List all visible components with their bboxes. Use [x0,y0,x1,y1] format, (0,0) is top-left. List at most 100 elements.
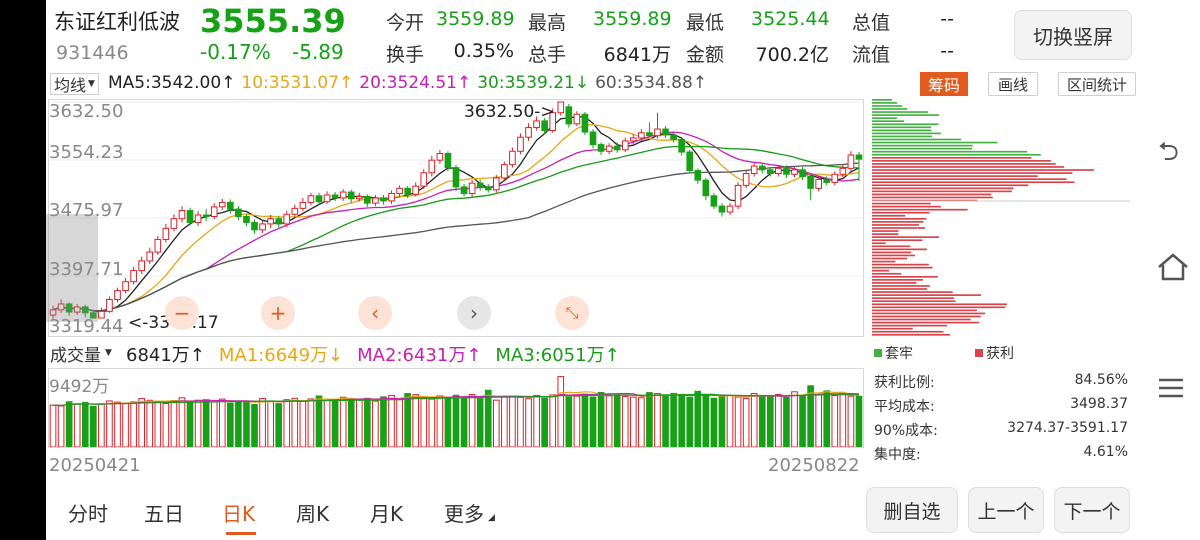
candle [315,192,323,205]
volume-bar [283,399,291,448]
candle-body [831,173,839,183]
stat-value: 3559.89 [436,8,515,30]
volume-bar [186,401,194,448]
volume-bar [525,398,532,448]
chip-bar [872,327,913,330]
volume-chart-frame[interactable] [48,368,864,448]
period-tab[interactable]: 更多 [444,502,484,526]
stock-detail-main: 东证红利低波 3555.39 931446 -0.17% -5.89 今开 355… [46,0,1146,540]
candle-body [662,128,669,136]
volume-selector[interactable]: 成交量 ▼ [50,342,112,366]
active-tab-underline [226,532,256,535]
candle [613,142,621,153]
candle [718,203,726,217]
candle [557,101,565,116]
volume-bar [355,399,363,448]
chip-bar [872,269,889,272]
menu-icon[interactable] [1157,376,1185,400]
chip-bar [872,169,1094,171]
candle-body [372,197,379,204]
chip-bar [872,178,1067,181]
chip-bar [872,306,1006,309]
candle-body [517,136,524,152]
candle-body [259,223,266,231]
candle [299,197,307,212]
volume-bar [267,400,274,448]
scroll-left-button[interactable]: ‹ [358,296,392,330]
chip-bar [872,126,932,129]
candle [444,151,452,172]
previous-button[interactable]: 上一个 [968,487,1044,533]
volume-bar [331,399,339,448]
home-icon[interactable] [1155,252,1191,282]
draw-line-button[interactable]: 画线 [988,72,1038,96]
legend-swatch-red [975,349,983,357]
candle [235,206,242,221]
candle [291,204,299,218]
volume-bar [98,403,105,448]
candle-body [267,218,274,225]
ma-selector[interactable]: 均线 ▼ [50,73,99,95]
switch-portrait-button[interactable]: 切换竖屏 [1014,10,1132,60]
range-stats-button[interactable]: 区间统计 [1058,72,1136,96]
dropdown-arrow-icon: ▼ [88,79,95,89]
chip-bar [872,279,924,281]
zoom-in-button[interactable]: + [261,296,295,330]
chip-summary-label: 获利比例: [874,375,935,391]
candle-body [678,138,685,153]
candle-body [186,210,194,223]
candle-body [114,290,121,300]
chevron-left-icon: ‹ [371,301,379,325]
candle-body [49,309,57,316]
chip-bar [872,190,1012,193]
volume-ma-value: MA2:6431万↑ [357,345,482,366]
chip-bar [872,242,886,245]
volume-bar [57,405,65,448]
kline-chart-frame[interactable] [48,99,864,337]
candle-body [235,208,242,217]
chip-bar [872,324,947,327]
candle-body [146,251,154,262]
candle [791,166,798,178]
period-tab[interactable]: 日K [222,502,256,526]
chip-bar [872,321,979,324]
chips-button[interactable]: 筹码 [920,72,968,96]
candle-body [202,214,210,217]
candle [259,220,266,233]
volume-bar [573,395,581,448]
back-icon[interactable]: ⮌ [1158,137,1179,167]
chip-bar [872,297,954,300]
volume-bar [654,393,661,448]
candle [678,137,685,156]
reset-view-button[interactable]: ⤡ [555,296,589,330]
period-tab[interactable]: 周K [296,502,330,526]
period-tab[interactable]: 五日 [144,502,184,526]
period-tab[interactable]: 分时 [68,502,108,526]
candle [114,287,121,303]
period-tab[interactable]: 月K [370,502,404,526]
volume-bar [146,399,154,448]
stat-value: -- [940,40,954,62]
left-scroll-handle[interactable] [46,214,98,322]
candle-body [243,215,250,223]
volume-bar [678,394,685,448]
candle-body [501,164,508,179]
candle [420,169,428,190]
change-value: -5.89 [292,40,344,64]
candle [758,163,766,174]
candle [364,194,371,207]
candle [57,299,65,313]
volume-bar [138,398,146,448]
candle-body [589,131,597,146]
candle-body [436,153,444,161]
scroll-right-button[interactable]: › [457,296,491,330]
remove-watchlist-button[interactable]: 删自选 [866,487,958,533]
next-button[interactable]: 下一个 [1054,487,1130,533]
candle-body [162,227,170,240]
volume-bar [388,394,395,448]
chip-bar [872,138,962,141]
candle [589,129,597,149]
candle [742,170,750,189]
zoom-out-button[interactable]: − [165,296,199,330]
stat-label: 总值 [852,12,891,34]
